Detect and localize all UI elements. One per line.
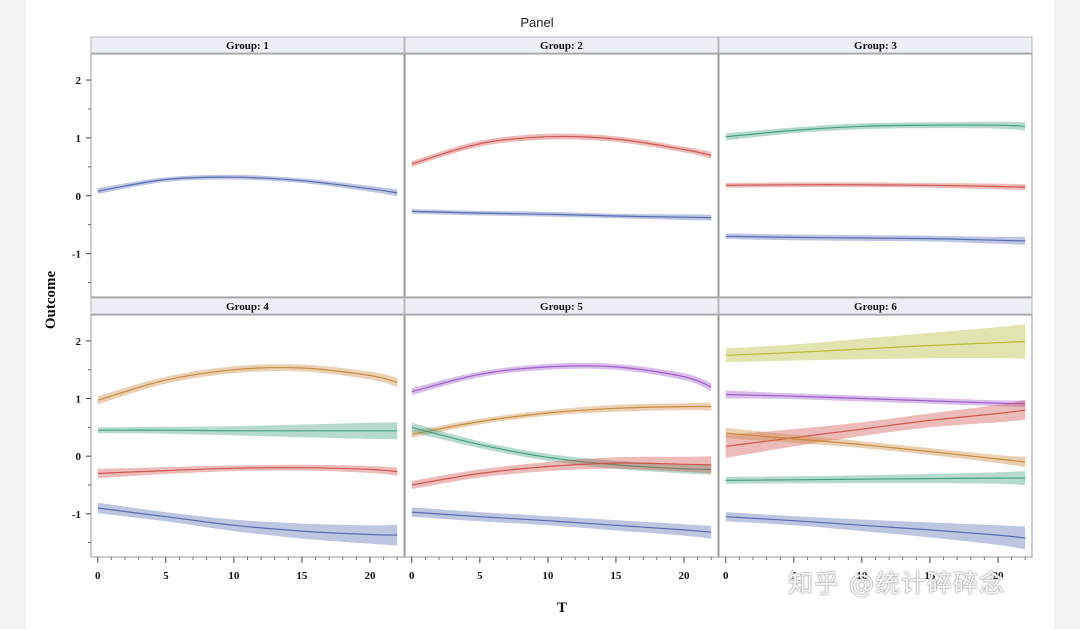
panel-plot-area: [90, 314, 405, 558]
panel-group-5: Group: 5: [404, 297, 719, 558]
x-tick-label: 0: [95, 570, 101, 582]
y-tick-label: 0: [76, 191, 82, 203]
x-tick-label: 10: [542, 570, 554, 582]
panel-strip-label: Group: 4: [226, 301, 269, 313]
series-band-blue: [411, 507, 712, 539]
x-tick-label: 10: [856, 570, 868, 582]
x-tick-label: 0: [409, 570, 415, 582]
panel-strip: [404, 36, 719, 54]
series-line-orange: [411, 405, 712, 435]
panel-group-1: Group: 1: [90, 36, 405, 298]
series-line-red: [97, 467, 398, 475]
series-line-blue: [97, 176, 398, 194]
y-tick-label: 0: [76, 451, 82, 463]
x-tick-label: 5: [477, 570, 483, 582]
x-tick-label: 15: [924, 570, 936, 582]
panel-group-3: Group: 3: [718, 36, 1033, 298]
y-axis-label: Outcome: [43, 271, 59, 330]
series-band-red: [725, 400, 1026, 458]
x-tick-label: 0: [723, 570, 729, 582]
x-tick-label: 15: [296, 570, 308, 582]
series-line-orange: [725, 432, 1026, 463]
chart-title: Panel: [520, 15, 553, 30]
series-line-red: [411, 462, 712, 486]
y-tick-label: 1: [76, 394, 82, 406]
series-line-green: [725, 477, 1026, 481]
panel-plot-area: [404, 53, 719, 298]
watermark: 知乎 @统计碎碎念: [788, 569, 1005, 598]
panel-strip: [718, 36, 1033, 54]
y-tick-label: -1: [72, 249, 81, 261]
panel-strip-label: Group: 3: [854, 40, 897, 52]
left-margin-bar: [0, 0, 26, 629]
panel-strip: [90, 297, 405, 315]
panel-plot-area: [718, 53, 1033, 298]
series-line-orange: [97, 366, 398, 401]
series-line-blue: [97, 507, 398, 536]
panel-strip-label: Group: 6: [854, 301, 897, 313]
panel-plot-area: [718, 314, 1033, 558]
panel-strip: [90, 36, 405, 54]
series-band-blue: [97, 502, 398, 546]
panel-strip-label: Group: 1: [226, 40, 269, 52]
x-tick-label: 10: [228, 570, 240, 582]
series-band-orange: [725, 427, 1026, 468]
series-line-red: [725, 184, 1026, 188]
series-band-blue: [725, 233, 1026, 245]
panel-strip: [404, 297, 719, 315]
series-line-green: [411, 426, 712, 470]
series-line-red: [411, 135, 712, 165]
y-tick-label: 2: [76, 75, 82, 87]
series-line-blue: [725, 516, 1026, 539]
series-band-green: [725, 471, 1026, 485]
series-line-green: [97, 429, 398, 432]
panel-group-4: Group: 4: [90, 297, 405, 558]
x-tick-label: 20: [364, 570, 376, 582]
series-band-blue: [97, 174, 398, 197]
series-line-green: [725, 124, 1026, 138]
series-line-purple: [411, 365, 712, 393]
panel-plot-area: [90, 53, 405, 298]
panel-strip-label: Group: 5: [540, 301, 583, 313]
series-band-orange: [97, 364, 398, 405]
series-line-blue: [725, 235, 1026, 242]
series-band-green: [725, 121, 1026, 141]
series-line-purple: [725, 393, 1026, 405]
x-tick-label: 15: [610, 570, 622, 582]
panel-group-2: Group: 2: [404, 36, 719, 298]
series-line-blue: [411, 511, 712, 533]
x-tick-label: 5: [791, 570, 797, 582]
x-tick-label: 20: [992, 570, 1004, 582]
right-margin-bar: [1054, 0, 1080, 629]
panel-strip-label: Group: 2: [540, 40, 583, 52]
y-tick-label: 1: [76, 133, 82, 145]
series-band-purple: [411, 362, 712, 396]
series-line-olive: [725, 340, 1026, 356]
x-tick-label: 20: [678, 570, 690, 582]
x-tick-label: 5: [163, 570, 169, 582]
series-line-blue: [411, 210, 712, 219]
y-tick-label: -1: [72, 509, 81, 521]
x-axis-label: T: [557, 600, 567, 616]
panel-group-6: Group: 6: [718, 297, 1033, 558]
series-band-green: [411, 422, 712, 475]
panel-strip: [718, 297, 1033, 315]
series-band-red: [411, 456, 712, 489]
y-tick-label: 2: [76, 336, 82, 348]
